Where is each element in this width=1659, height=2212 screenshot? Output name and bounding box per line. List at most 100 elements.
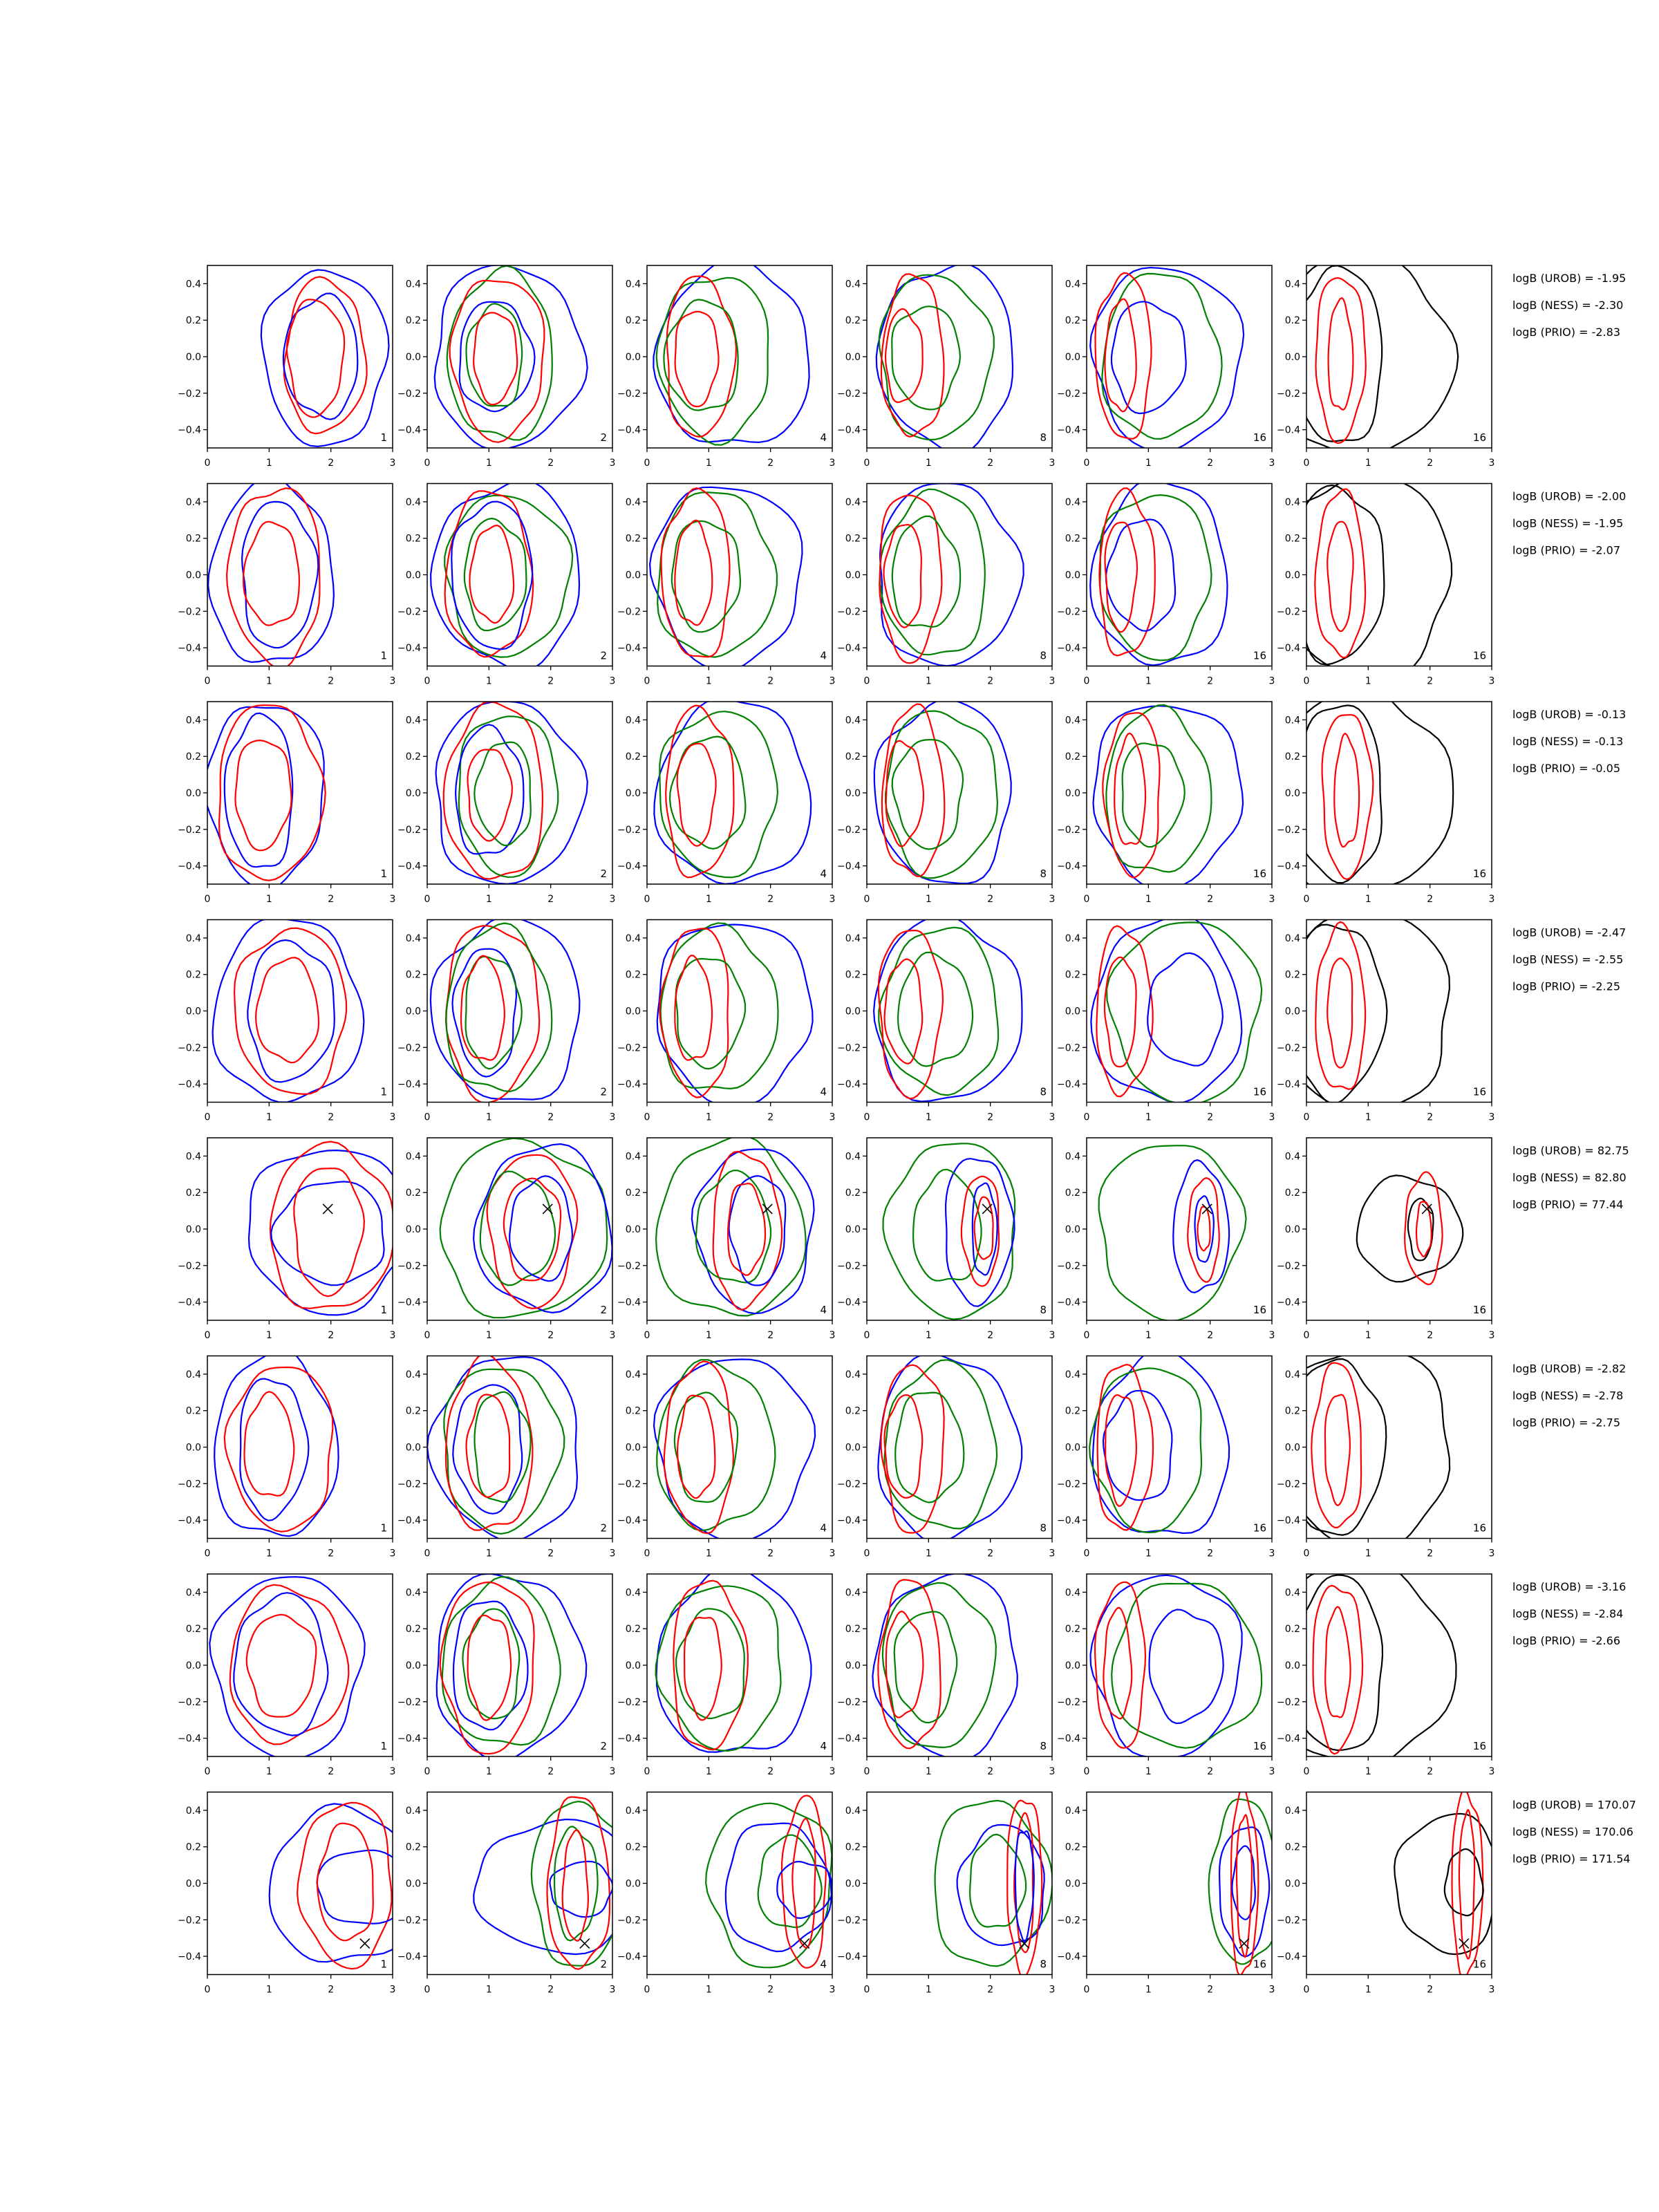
contour-green (695, 1170, 772, 1284)
x-tick-label: 3 (830, 1548, 836, 1559)
x-tick-label: 0 (864, 894, 870, 905)
y-tick-label: 0.4 (626, 1806, 641, 1817)
y-tick-label: 0.0 (406, 1006, 421, 1018)
x-tick-label: 2 (767, 1548, 774, 1559)
contour-blue (239, 1378, 310, 1521)
contour-blue (872, 1574, 1018, 1756)
y-tick-label: 0.4 (1285, 279, 1300, 290)
contour-red (469, 524, 515, 624)
x-tick-label: 0 (1304, 1112, 1310, 1123)
y-tick-label: 0.0 (406, 1879, 421, 1890)
axes-frame (866, 919, 1053, 1103)
y-tick-label: −0.2 (397, 1479, 421, 1490)
x-tick-label: 3 (1269, 894, 1275, 905)
contour-blue (435, 702, 588, 884)
contour-blue (728, 1174, 787, 1286)
panel-r8-c5: −0.4 −0.2 0.0 0.2 0.4 0 1 2 3 16 (1057, 1791, 1275, 1996)
y-tick-label: 0.2 (626, 1406, 641, 1417)
contour-set (473, 1796, 612, 1970)
x-tick-label: 0 (644, 458, 650, 469)
contour-blue (247, 939, 335, 1083)
x-tick-label: 3 (1489, 1985, 1495, 1996)
contour-red (973, 1196, 994, 1260)
x-tick-label: 0 (424, 894, 431, 905)
logb-text: logB (NESS) = -2.84 (1512, 1607, 1623, 1620)
contour-set (1356, 1171, 1464, 1286)
y-tick-label: 0.4 (1285, 933, 1300, 944)
contour-blue (655, 1574, 812, 1753)
x-tick-label: 3 (1049, 1985, 1056, 1996)
y-tick-label: −0.2 (397, 1915, 421, 1926)
x-tick-label: 3 (1049, 1330, 1056, 1341)
logb-annotations-row-6: logB (UROB) = -2.82 logB (NESS) = -2.78 lo… (1512, 1362, 1626, 1430)
x-tick-label: 0 (205, 458, 211, 469)
y-tick-label: −0.4 (1277, 643, 1300, 654)
y-tick-label: −0.4 (178, 1734, 201, 1745)
y-tick-label: −0.4 (837, 1951, 861, 1962)
y-tick-label: 0.4 (186, 1806, 201, 1817)
contour-red (229, 1584, 350, 1745)
panel-label: 4 (820, 1740, 827, 1752)
y-tick-label: 0.0 (626, 1443, 641, 1454)
x-tick-label: 0 (864, 1766, 870, 1777)
panel-r1-c4: −0.4 −0.2 0.0 0.2 0.4 0 1 2 3 8 (837, 265, 1055, 469)
contour-green (657, 491, 778, 658)
panel-r1-c1: −0.4 −0.2 0.0 0.2 0.4 0 1 2 3 1 (178, 265, 395, 469)
contour-blue (454, 724, 525, 855)
x-tick-label: 1 (1145, 894, 1152, 905)
contour-red (467, 749, 514, 842)
x-tick-label: 1 (706, 1766, 712, 1777)
y-tick-label: 0.4 (1285, 1369, 1300, 1380)
logb-annotations-row-2: logB (UROB) = -2.00 logB (NESS) = -1.95 lo… (1512, 490, 1626, 557)
axes-frame (1306, 1137, 1492, 1321)
y-tick-label: −0.4 (1057, 861, 1080, 872)
panel-label: 8 (1040, 1740, 1047, 1752)
axes-frame (866, 701, 1053, 885)
contour-red (1103, 956, 1137, 1068)
y-tick-label: 0.4 (626, 1587, 641, 1598)
contour-black (1306, 1574, 1457, 1756)
x-tick-label: 0 (424, 1112, 431, 1123)
contour-blue (1172, 1159, 1230, 1294)
y-tick-label: 0.0 (186, 1006, 201, 1018)
panel-r2-c5: −0.4 −0.2 0.0 0.2 0.4 0 1 2 3 16 (1057, 482, 1275, 687)
logb-annotations-row-4: logB (UROB) = -2.47 logB (NESS) = -2.55 lo… (1512, 926, 1626, 993)
contour-green (443, 1368, 565, 1535)
y-tick-label: 0.2 (406, 1842, 421, 1853)
logb-annotations-row-1: logB (UROB) = -1.95 logB (NESS) = -2.30 lo… (1512, 272, 1626, 339)
contour-red (883, 523, 922, 628)
y-tick-label: 0.2 (1065, 1406, 1080, 1417)
y-tick-label: −0.2 (837, 1261, 861, 1272)
y-tick-label: 0.2 (626, 315, 641, 326)
contour-red (225, 487, 321, 666)
y-tick-label: −0.4 (837, 1734, 861, 1745)
y-tick-label: 0.4 (406, 1587, 421, 1598)
axes-frame (1086, 1573, 1273, 1757)
contour-red (1096, 1363, 1154, 1531)
x-tick-label: 3 (1269, 1112, 1275, 1123)
contour-red (665, 704, 735, 879)
y-tick-label: −0.4 (178, 1297, 201, 1309)
x-tick-label: 1 (926, 458, 932, 469)
contour-red (269, 1141, 393, 1309)
panel-r8-c3: −0.4 −0.2 0.0 0.2 0.4 0 1 2 3 4 (617, 1791, 835, 1996)
contour-set (439, 1138, 612, 1319)
panel-label: 2 (600, 868, 607, 880)
x-tick-label: 0 (1084, 1330, 1090, 1341)
y-tick-label: 0.0 (1285, 570, 1300, 581)
x-tick-label: 0 (1304, 458, 1310, 469)
contour-red (444, 1356, 534, 1531)
x-tick-label: 0 (1084, 1985, 1090, 1996)
y-tick-label: −0.2 (397, 606, 421, 617)
axes-frame (427, 1791, 613, 1976)
contour-red (877, 929, 944, 1100)
x-tick-label: 0 (864, 1112, 870, 1123)
contour-set (1306, 702, 1454, 884)
x-tick-label: 2 (1207, 1330, 1213, 1341)
x-tick-label: 0 (424, 1766, 431, 1777)
contour-black (1306, 919, 1451, 1103)
y-tick-label: 0.2 (1285, 315, 1300, 326)
y-tick-label: 0.2 (186, 970, 201, 981)
panel-label: 4 (820, 1958, 827, 1971)
y-tick-label: −0.2 (1277, 1261, 1300, 1272)
